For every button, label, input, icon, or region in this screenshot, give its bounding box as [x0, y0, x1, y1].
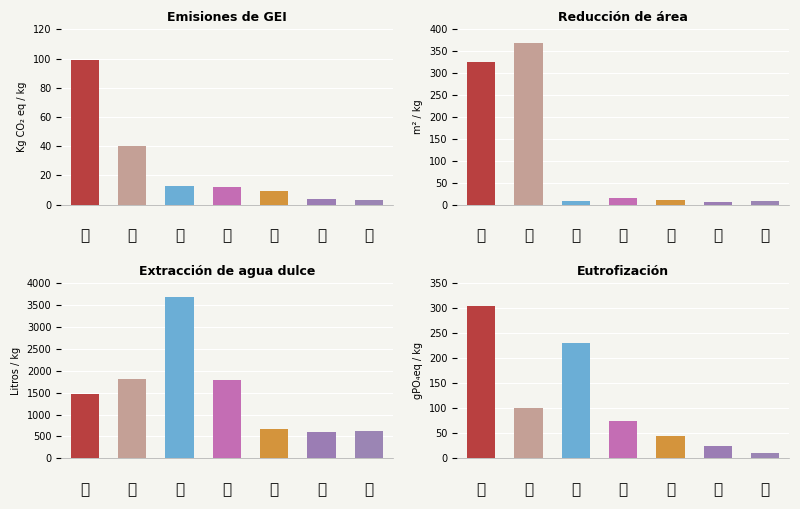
Text: 🥚: 🥚 — [317, 483, 326, 497]
Bar — [166, 186, 194, 205]
Text: 🐑: 🐑 — [128, 483, 137, 497]
Bar — [307, 433, 336, 458]
Text: 🐟: 🐟 — [571, 483, 580, 497]
Text: 🥚: 🥚 — [317, 229, 326, 243]
Bar — [166, 297, 194, 458]
Y-axis label: Kg CO₂ eq / kg: Kg CO₂ eq / kg — [18, 82, 27, 152]
Y-axis label: Litros / kg: Litros / kg — [11, 347, 21, 395]
Text: 🐄: 🐄 — [80, 229, 90, 243]
Bar — [751, 202, 779, 205]
Text: 🐟: 🐟 — [175, 229, 184, 243]
Text: 🍗: 🍗 — [666, 483, 675, 497]
Text: 🐑: 🐑 — [524, 229, 533, 243]
Bar — [467, 306, 495, 458]
Text: 🐖: 🐖 — [222, 229, 231, 243]
Bar — [562, 202, 590, 205]
Text: 🥚: 🥚 — [714, 229, 722, 243]
Text: 🥚: 🥚 — [714, 483, 722, 497]
Text: 🍗: 🍗 — [270, 229, 279, 243]
Y-axis label: m² / kg: m² / kg — [414, 100, 423, 134]
Text: 🐟: 🐟 — [175, 483, 184, 497]
Bar — [656, 200, 685, 205]
Text: 🐑: 🐑 — [524, 483, 533, 497]
Text: 🐄: 🐄 — [477, 229, 486, 243]
Text: 🫙: 🫙 — [761, 483, 770, 497]
Title: Reducción de área: Reducción de área — [558, 11, 688, 24]
Bar — [562, 343, 590, 458]
Bar — [70, 60, 99, 205]
Bar — [354, 431, 383, 458]
Bar — [609, 421, 638, 458]
Bar — [751, 454, 779, 458]
Text: 🐄: 🐄 — [477, 483, 486, 497]
Bar — [514, 43, 542, 205]
Bar — [704, 203, 732, 205]
Bar — [118, 146, 146, 205]
Bar — [213, 187, 241, 205]
Bar — [307, 199, 336, 205]
Text: 🍗: 🍗 — [270, 483, 279, 497]
Bar — [656, 436, 685, 458]
Bar — [213, 380, 241, 458]
Text: 🐖: 🐖 — [222, 483, 231, 497]
Bar — [704, 446, 732, 458]
Title: Extracción de agua dulce: Extracción de agua dulce — [138, 265, 315, 278]
Text: 🐖: 🐖 — [618, 483, 628, 497]
Text: 🐖: 🐖 — [618, 229, 628, 243]
Text: 🐄: 🐄 — [80, 483, 90, 497]
Text: 🫙: 🫙 — [761, 229, 770, 243]
Bar — [118, 379, 146, 458]
Bar — [260, 430, 289, 458]
Title: Eutrofización: Eutrofización — [577, 265, 669, 278]
Bar — [467, 62, 495, 205]
Text: 🐟: 🐟 — [571, 229, 580, 243]
Bar — [70, 394, 99, 458]
Y-axis label: gPO₄eq / kg: gPO₄eq / kg — [414, 342, 423, 399]
Text: 🍗: 🍗 — [666, 229, 675, 243]
Text: 🫙: 🫙 — [365, 229, 374, 243]
Text: 🐑: 🐑 — [128, 229, 137, 243]
Text: 🫙: 🫙 — [365, 483, 374, 497]
Bar — [514, 408, 542, 458]
Bar — [354, 200, 383, 205]
Title: Emisiones de GEI: Emisiones de GEI — [167, 11, 286, 24]
Bar — [609, 198, 638, 205]
Bar — [260, 191, 289, 205]
